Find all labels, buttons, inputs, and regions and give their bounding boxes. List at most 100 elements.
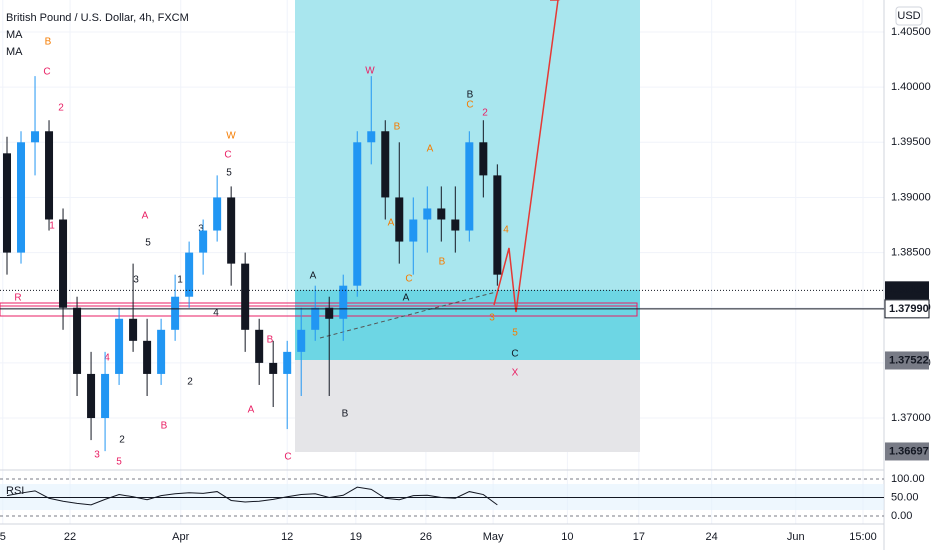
wave-label: 5 (145, 238, 151, 249)
wave-label: B (439, 257, 446, 268)
wave-label: A (388, 218, 395, 229)
wave-label: W (226, 131, 236, 142)
x-tick-label: May (483, 531, 504, 543)
price-tag-label: 1.37522 (889, 354, 929, 366)
candle-body (45, 131, 54, 220)
wave-label: R (14, 293, 21, 304)
wave-label: 4 (213, 308, 219, 319)
wave-label: B (342, 409, 349, 420)
wave-label: 5 (226, 168, 232, 179)
indicator-label: MA (6, 29, 23, 41)
price-tag-label: 1.37990 (889, 303, 929, 315)
wave-label: 1 (49, 221, 55, 232)
candle-body (241, 263, 250, 330)
stop-zone (295, 360, 640, 452)
wave-label: C (224, 150, 231, 161)
rsi-line (6, 486, 498, 506)
candle-body (3, 153, 12, 253)
wave-label: C (466, 100, 473, 111)
candle-body (353, 142, 362, 286)
candle-body (465, 142, 474, 231)
x-tick-label: 24 (706, 531, 718, 543)
wave-label: C (284, 452, 291, 463)
y-tick-label: 1.39000 (891, 191, 931, 203)
price-tag-label: 1.38158 (889, 284, 929, 296)
currency[interactable]: USD (897, 10, 920, 22)
wave-label: 2 (58, 103, 64, 114)
wave-label: W (365, 66, 375, 77)
candle-body (143, 340, 152, 374)
wave-label: 3 (133, 275, 139, 286)
candle-body (479, 142, 488, 176)
price-tag (885, 281, 929, 300)
price-tag (884, 299, 930, 319)
y-tick-label: 1.40000 (891, 81, 931, 93)
candle-body (185, 252, 194, 297)
candle-body (381, 131, 390, 198)
candle-body (493, 175, 502, 275)
x-tick-label: Apr (172, 531, 189, 543)
candle-body (129, 318, 138, 341)
wave-label: 3 (489, 313, 495, 324)
candle-body (171, 296, 180, 330)
wave-label: A (248, 405, 255, 416)
candle-body (31, 131, 40, 143)
wave-label: A (403, 293, 410, 304)
wave-label: 2 (119, 435, 125, 446)
candle-body (395, 197, 404, 242)
x-tick-label: 26 (420, 531, 432, 543)
projection (493, 0, 559, 313)
trend-line (319, 291, 497, 339)
candle-body (87, 373, 96, 419)
candle-body (339, 285, 348, 319)
wave-label: 4 (503, 225, 509, 236)
candle-body (157, 329, 166, 374)
wave-label: 5 (512, 328, 518, 339)
rsi-tick-label: 100.00 (891, 473, 925, 485)
candle-body (115, 318, 124, 374)
y-tick-label: 1.39500 (891, 136, 931, 148)
candle-body (451, 219, 460, 231)
x-tick-label: 17 (633, 531, 645, 543)
wave-label: 5 (116, 457, 122, 468)
rsi-tick-label: 0.00 (891, 510, 912, 522)
y-tick-label: 1.40500 (891, 26, 931, 38)
candle-body (311, 307, 320, 330)
wave-label: A (427, 144, 434, 155)
wave-label: A (310, 271, 317, 282)
candle-body (73, 307, 82, 374)
entry-zone (295, 290, 640, 360)
candle-body (101, 373, 110, 419)
candles (3, 76, 502, 452)
wave-label: B (45, 37, 52, 48)
y-tick-label: 1.37000 (891, 412, 931, 424)
candle-body (17, 142, 26, 253)
wave-label: C (511, 349, 518, 360)
candle-body (269, 362, 278, 374)
x-tick-label: 12 (281, 531, 293, 543)
wave-label: B (267, 335, 274, 346)
wave-label: 4 (104, 353, 110, 364)
chart-title: British Pound / U.S. Dollar, 4h, FXCM (6, 12, 189, 24)
currency-box[interactable] (895, 6, 923, 26)
candle-body (297, 329, 306, 352)
x-tick-label: Jun (787, 531, 805, 543)
candle-body (423, 208, 432, 220)
price-tag (885, 442, 929, 461)
x-tick-label: 22 (64, 531, 76, 543)
price-tag (885, 351, 929, 370)
wave-label: C (405, 274, 412, 285)
wave-label: X (512, 368, 519, 379)
x-tick-label: 10 (561, 531, 573, 543)
wave-label: B (394, 122, 401, 133)
candle-body (409, 219, 418, 242)
indicator-label: MA (6, 46, 23, 58)
wave-label: B (467, 90, 474, 101)
candle-body (325, 307, 334, 319)
candle-body (213, 197, 222, 231)
wave-label: B (161, 421, 168, 432)
candle-body (255, 329, 264, 363)
candle-body (283, 351, 292, 374)
wave-label: 3 (198, 224, 204, 235)
